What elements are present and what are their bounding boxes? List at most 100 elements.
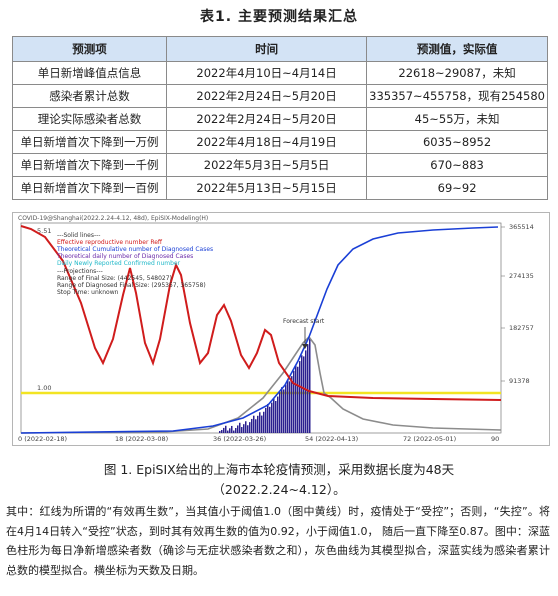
legend-entry: ---Projections---: [57, 268, 103, 275]
header-item: 预测项: [11, 36, 168, 62]
bottom-tick-label: 36 (2022-03-26): [213, 435, 266, 443]
row-item: 单日新增首次下降到一万例: [11, 130, 168, 154]
daily-bar: [293, 370, 295, 433]
bottom-axis: 0 (2022-02-18) 18 (2022-03-08) 36 (2022-…: [18, 435, 499, 443]
legend-entry: Range of Final Size: (442545, 548027): [57, 275, 172, 282]
table-row: 单日新增首次下降到一万例 2022年4月18日~4月19日 6035~8952: [11, 130, 548, 154]
row-value: 22618~29087，未知: [366, 61, 548, 85]
forecast-start-label: Forecast start: [283, 318, 325, 325]
daily-bar: [287, 379, 289, 433]
row-value: 45~55万，未知: [366, 107, 548, 131]
daily-bar: [275, 401, 277, 433]
daily-bar: [283, 389, 285, 433]
row-time: 2022年2月24日~5月20日: [166, 107, 368, 131]
bottom-tick-label: 72 (2022-05-01): [403, 435, 456, 443]
row-value: 335357~455758，现有254580: [366, 84, 548, 108]
table-row: 感染者累计总数 2022年2月24日~5月20日 335357~455758，现…: [11, 84, 548, 108]
row-item: 单日新增首次下降到一百例: [11, 176, 168, 200]
row-item: 单日新增峰值点信息: [11, 61, 168, 85]
daily-bar: [229, 428, 231, 433]
header-value: 预测值，实际值: [366, 36, 548, 62]
row-value: 69~92: [366, 176, 548, 200]
table-row: 理论实际感染者总数 2022年2月24日~5月20日 45~55万，未知: [11, 107, 548, 131]
legend-entry: Theoretical daily number of Diagnosed Ca…: [56, 253, 193, 260]
row-time: 2022年4月18日~4月19日: [166, 130, 368, 154]
daily-bar: [289, 381, 291, 433]
daily-bar: [291, 376, 293, 433]
right-axis: 365514 274135 182757 91378: [501, 223, 534, 385]
reff-curve: [20, 225, 502, 401]
daily-bar: [243, 424, 245, 433]
daily-bar: [309, 338, 311, 433]
daily-bar: [285, 384, 287, 433]
daily-bar: [307, 344, 309, 433]
right-tick-label: 365514: [509, 223, 534, 231]
daily-bar: [267, 403, 269, 433]
threshold-label: 1.00: [37, 384, 51, 392]
daily-bar: [281, 387, 283, 433]
table-row: 单日新增首次下降到一百例 2022年5月13日~5月15日 69~92: [11, 176, 548, 200]
forecast-arrow-head: [302, 344, 308, 349]
daily-bar: [251, 418, 253, 433]
daily-bar: [273, 398, 275, 433]
daily-bar: [301, 355, 303, 433]
daily-bar: [239, 422, 241, 433]
legend-entry: Stop Time: unknown: [57, 289, 119, 296]
table-row: 单日新增首次下降到一千例 2022年5月3日~5月5日 670~883: [11, 153, 548, 177]
row-item: 单日新增首次下降到一千例: [11, 153, 168, 177]
bottom-tick-label: 0 (2022-02-18): [18, 435, 67, 443]
daily-bar: [263, 411, 265, 433]
bottom-tick-label: 18 (2022-03-08): [115, 435, 168, 443]
cumulative-curve: [20, 226, 499, 434]
daily-bar: [249, 422, 251, 433]
legend-entry: Daily Newly Reported Confirmed number: [57, 260, 181, 267]
daily-bar: [219, 431, 221, 433]
forecast-chart: COVID-19@Shanghai(2022.2.24-4.12, 48d), …: [13, 213, 549, 445]
daily-bar: [277, 396, 279, 433]
daily-bar: [259, 412, 261, 433]
row-time: 2022年5月13日~5月15日: [166, 176, 368, 200]
daily-bar: [225, 425, 227, 433]
daily-bar: [221, 429, 223, 433]
caption-line-1: 图 1. EpiSIX给出的上海市本轮疫情预测，采用数据长度为48天: [103, 462, 455, 477]
daily-bars: [219, 338, 311, 433]
row-time: 2022年4月10日~4月14日: [166, 61, 368, 85]
daily-bar: [303, 356, 305, 433]
daily-bar: [299, 361, 301, 433]
daily-bar: [227, 430, 229, 433]
daily-bar: [257, 415, 259, 433]
daily-bar: [231, 425, 233, 433]
row-value: 670~883: [366, 153, 548, 177]
row-time: 2022年5月3日~5月5日: [166, 153, 368, 177]
daily-bar: [297, 366, 299, 433]
row-value: 6035~8952: [366, 130, 548, 154]
right-tick-label: 91378: [509, 377, 530, 385]
daily-bar: [241, 427, 243, 433]
legend-entry: Theoretical Cumulative number of Diagnos…: [56, 246, 213, 253]
caption-line-2: （2022.2.24~4.12）。: [212, 482, 346, 497]
legend-entry: ---Solid lines---: [57, 232, 100, 239]
daily-bar: [269, 406, 271, 433]
daily-bar: [305, 350, 307, 433]
table-header-row: 预测项 时间 预测值，实际值: [11, 36, 548, 62]
daily-model-curve: [20, 335, 502, 434]
daily-bar: [255, 419, 257, 433]
daily-bar: [261, 415, 263, 433]
top-left-value: 5.51: [37, 227, 51, 235]
daily-bar: [235, 428, 237, 433]
daily-bar: [279, 391, 281, 433]
right-tick-label: 182757: [509, 324, 534, 332]
table-row: 单日新增峰值点信息 2022年4月10日~4月14日 22618~29087，未…: [11, 61, 548, 85]
table-title: 表1. 主要预测结果汇总: [200, 9, 358, 25]
figure-caption: 图 1. EpiSIX给出的上海市本轮疫情预测，采用数据长度为48天 （2022…: [0, 460, 558, 500]
daily-bar: [271, 402, 273, 433]
bottom-tick-label: 54 (2022-04-13): [305, 435, 358, 443]
daily-bar: [265, 407, 267, 433]
right-tick-label: 274135: [509, 272, 534, 280]
figure-note: 其中：红线为所谓的“有效再生数”，当其值小于阈值1.0（图中黄线）时，疫情处于“…: [6, 505, 550, 577]
bottom-tick-label: 90: [491, 435, 499, 443]
daily-bar: [253, 415, 255, 433]
daily-bar: [233, 430, 235, 433]
legend-entry: Effective reproductive number Reff: [57, 239, 163, 246]
